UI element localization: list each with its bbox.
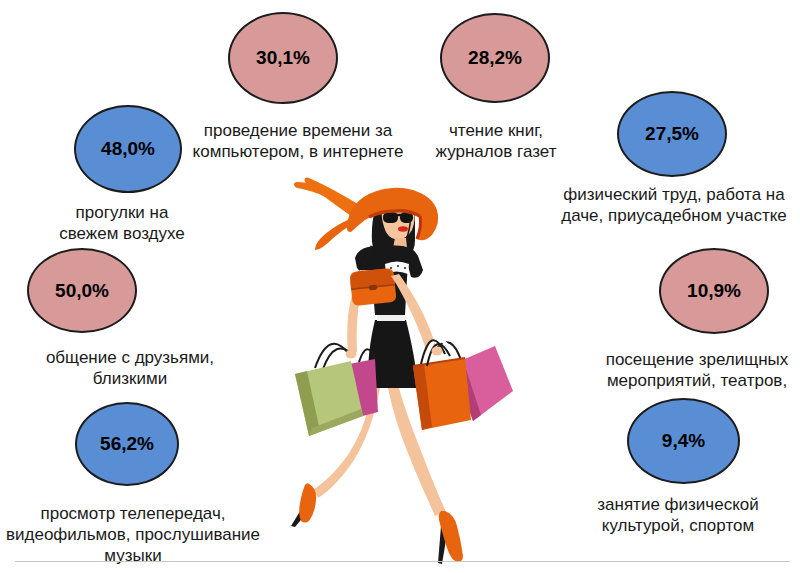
label-line: видеофильмов, прослушивание xyxy=(6,524,260,545)
label-line: культурой, спортом xyxy=(597,515,758,536)
lips xyxy=(398,226,408,232)
label-line: чтение книг, xyxy=(436,120,557,141)
label-line: прогулки на xyxy=(59,202,185,223)
label-line: близкими xyxy=(46,368,214,389)
bubble-value: 28,2% xyxy=(468,47,522,69)
bubble-computer-internet: 30,1% xyxy=(228,12,338,104)
bubble-value: 48,0% xyxy=(101,138,155,160)
label-line: компьютером, в интернете xyxy=(193,141,404,162)
bubble-value: 56,2% xyxy=(100,433,154,455)
bubble-reading: 28,2% xyxy=(440,13,550,103)
label-physical-work: физический труд, работа на даче, приусад… xyxy=(561,184,787,226)
label-reading: чтение книг, журналов газет xyxy=(436,120,557,162)
bubble-friends: 50,0% xyxy=(27,248,137,333)
shopping-bags-right xyxy=(413,339,513,430)
woman-shopping-illustration xyxy=(275,170,525,573)
bubble-value: 9,4% xyxy=(662,430,705,452)
bubble-physical-work: 27,5% xyxy=(617,91,727,177)
label-line: общение с друзьями, xyxy=(46,347,214,368)
bubble-events: 10,9% xyxy=(659,248,769,334)
label-walks: прогулки на свежем воздухе xyxy=(59,202,185,244)
bubble-value: 27,5% xyxy=(645,123,699,145)
leisure-activities-infographic: 30,1% 28,2% 48,0% 27,5% 50,0% 10,9% 56,2… xyxy=(0,0,800,573)
label-line: мероприятий, театров, xyxy=(606,370,789,391)
label-line: занятие физической xyxy=(597,494,758,515)
label-sport: занятие физической культурой, спортом xyxy=(597,494,758,536)
bubble-value: 50,0% xyxy=(55,280,109,302)
label-tv: просмотр телепередач, видеофильмов, прос… xyxy=(6,503,260,566)
label-line: посещение зрелищных xyxy=(606,349,789,370)
label-line: проведение времени за xyxy=(193,120,404,141)
bubble-value: 10,9% xyxy=(687,280,741,302)
label-line: журналов газет xyxy=(436,141,557,162)
label-friends: общение с друзьями, близкими xyxy=(46,347,214,389)
label-line: даче, приусадебном участке xyxy=(561,205,787,226)
bubble-sport: 9,4% xyxy=(627,398,740,484)
label-line: свежем воздухе xyxy=(59,223,185,244)
bubble-walks: 48,0% xyxy=(74,105,182,193)
bubble-tv: 56,2% xyxy=(75,402,179,486)
label-line: просмотр телепередач, xyxy=(6,503,260,524)
sunglasses xyxy=(383,212,398,223)
label-computer-internet: проведение времени за компьютером, в инт… xyxy=(193,120,404,162)
label-events: посещение зрелищных мероприятий, театров… xyxy=(606,349,789,391)
label-line: физический труд, работа на xyxy=(561,184,787,205)
bottom-divider-line xyxy=(15,561,790,562)
bubble-value: 30,1% xyxy=(256,47,310,69)
label-line: музыки xyxy=(6,545,260,566)
